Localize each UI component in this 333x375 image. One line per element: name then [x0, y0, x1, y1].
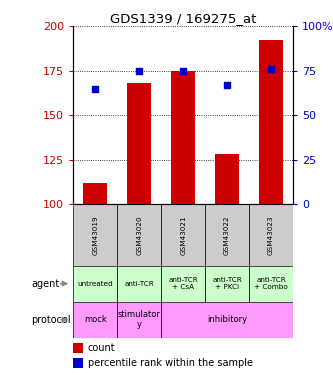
Text: percentile rank within the sample: percentile rank within the sample	[88, 358, 252, 368]
Bar	[117, 302, 161, 338]
Bar	[259, 40, 283, 204]
Text: inhibitory: inhibitory	[207, 315, 247, 324]
Text: GSM43022: GSM43022	[224, 215, 230, 255]
Bar	[161, 204, 205, 266]
Text: anti-TCR: anti-TCR	[124, 280, 154, 286]
Point	[180, 68, 186, 74]
Title: GDS1339 / 169275_at: GDS1339 / 169275_at	[110, 12, 256, 25]
Bar	[73, 266, 117, 302]
Text: mock: mock	[84, 315, 107, 324]
Text: GSM43021: GSM43021	[180, 215, 186, 255]
Bar	[161, 302, 293, 338]
Text: GSM43023: GSM43023	[268, 215, 274, 255]
Bar	[73, 358, 83, 368]
Text: untreated: untreated	[77, 280, 113, 286]
Bar	[215, 154, 239, 204]
Text: protocol: protocol	[32, 315, 71, 325]
Text: agent: agent	[32, 279, 60, 289]
Bar	[161, 266, 205, 302]
Bar	[171, 71, 195, 204]
Bar	[205, 204, 249, 266]
Text: anti-TCR
+ PKCi: anti-TCR + PKCi	[212, 277, 242, 290]
Bar	[73, 343, 83, 353]
Text: anti-TCR
+ CsA: anti-TCR + CsA	[168, 277, 198, 290]
Point	[137, 68, 142, 74]
Bar	[117, 204, 161, 266]
Point	[93, 86, 98, 92]
Bar	[117, 266, 161, 302]
Text: GSM43019: GSM43019	[92, 215, 98, 255]
Bar	[249, 266, 293, 302]
Point	[268, 66, 274, 72]
Bar	[249, 204, 293, 266]
Bar	[73, 204, 117, 266]
Text: count: count	[88, 343, 115, 353]
Text: GSM43020: GSM43020	[136, 215, 142, 255]
Bar	[127, 83, 151, 204]
Text: anti-TCR
+ Combo: anti-TCR + Combo	[254, 277, 288, 290]
Bar	[83, 183, 107, 204]
Text: stimulator
y: stimulator y	[118, 310, 161, 330]
Bar	[73, 302, 117, 338]
Bar	[205, 266, 249, 302]
Point	[224, 82, 230, 88]
